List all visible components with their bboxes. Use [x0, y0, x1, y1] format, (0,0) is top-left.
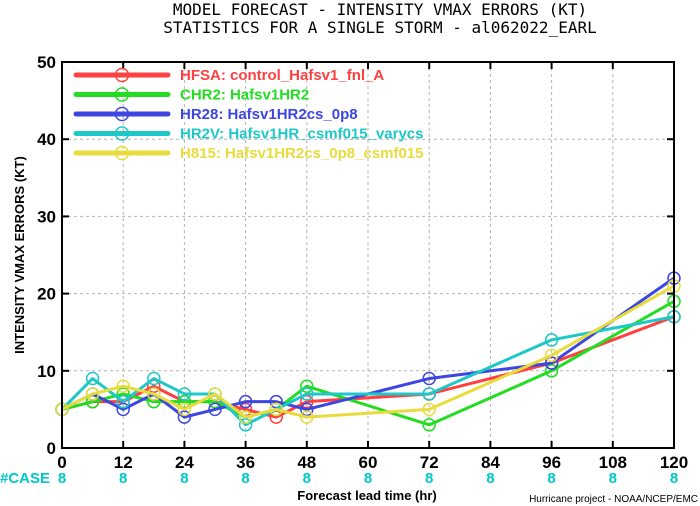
x-tick-label: 84	[481, 453, 500, 472]
y-tick-label: 30	[37, 207, 56, 226]
data-point	[147, 371, 161, 386]
series-line	[61, 284, 675, 419]
data-point	[269, 402, 283, 417]
y-tick-label: 40	[37, 130, 56, 149]
legend-label: HR2V: Hafsv1HR_csmf015_varycs	[180, 126, 424, 143]
legend-marker	[114, 126, 130, 141]
legend-item: CHR2: Hafsv1HR2	[73, 87, 309, 104]
data-point	[300, 402, 314, 417]
x-tick-label: 48	[297, 453, 316, 472]
legend-marker	[114, 145, 130, 161]
data-point	[422, 371, 436, 386]
data-point	[116, 379, 130, 393]
legend-item: H815: Hafsv1HR2cs_0p8_csmf015	[73, 145, 424, 162]
data-point	[238, 410, 253, 424]
case-count: 8	[547, 470, 555, 487]
data-point	[422, 402, 436, 417]
gridlines	[62, 62, 674, 448]
legend-marker	[114, 67, 130, 83]
case-count: 8	[241, 470, 249, 487]
data-point	[300, 379, 314, 393]
axis-ticks: 0 12 24 36 48 60 72 84 96 108 120 0 10 20 30 40 50	[37, 53, 688, 472]
data-point	[300, 410, 314, 424]
legend-label: H815: Hafsv1HR2cs_0p8_csmf015	[180, 145, 424, 162]
data-point	[300, 387, 314, 401]
case-count: 8	[670, 470, 678, 487]
case-count: 8	[425, 470, 433, 487]
x-tick-label: 12	[114, 453, 133, 472]
chart-title: MODEL FORECAST - INTENSITY VMAX ERRORS (…	[173, 0, 587, 19]
data-point	[422, 418, 436, 432]
y-tick-label: 0	[47, 439, 56, 458]
data-point	[269, 410, 283, 424]
credit-text: Hurricane project - NOAA/NCEP/EMC	[529, 494, 698, 505]
case-count: 8	[486, 470, 494, 487]
x-tick-label: 96	[542, 453, 561, 472]
case-count: 8	[180, 470, 188, 487]
x-axis-label: Forecast lead time (hr)	[297, 488, 436, 503]
data-point	[238, 418, 253, 432]
data-point	[85, 387, 100, 401]
y-axis-label: INTENSITY VMAX ERRORS (KT)	[12, 156, 27, 354]
y-tick-label: 20	[37, 285, 56, 304]
data-point	[269, 394, 283, 409]
x-tick-label: 120	[660, 453, 688, 472]
case-count: 8	[609, 470, 617, 487]
case-count: 8	[119, 470, 127, 487]
legend-marker	[114, 106, 130, 122]
x-tick-label: 60	[359, 453, 378, 472]
data-point	[544, 364, 559, 378]
data-point	[544, 356, 559, 370]
x-tick-label: 72	[420, 453, 439, 472]
case-counts: 8 8 8 8 8 8 8 8 8 8 8	[58, 470, 678, 487]
x-tick-label: 108	[599, 453, 627, 472]
y-tick-label: 10	[37, 362, 56, 381]
data-point	[300, 394, 314, 409]
case-count: 8	[58, 470, 66, 487]
data-point	[177, 410, 192, 424]
x-tick-label: 0	[57, 453, 66, 472]
legend-label: CHR2: Hafsv1HR2	[180, 87, 309, 104]
data-point	[116, 394, 130, 409]
y-tick-label: 50	[37, 53, 56, 72]
data-point	[422, 387, 436, 401]
case-label: #CASE	[0, 470, 50, 487]
data-point	[85, 394, 100, 409]
legend-item: HR28: Hafsv1HR2cs_0p8	[73, 106, 358, 123]
data-point	[208, 387, 222, 401]
legend-item: HR2V: Hafsv1HR_csmf015_varycs	[73, 126, 424, 143]
data-point	[177, 394, 192, 409]
legend-label: HFSA: control_Hafsv1_fnl_A	[180, 67, 384, 84]
data-point	[544, 348, 559, 363]
legend-label: HR28: Hafsv1HR2cs_0p8	[180, 106, 358, 123]
data-point	[85, 371, 100, 386]
data-point	[177, 387, 192, 401]
data-point	[544, 333, 559, 347]
case-count: 8	[364, 470, 372, 487]
legend-marker	[114, 87, 130, 102]
case-count: 8	[303, 470, 311, 487]
data-point	[147, 387, 161, 401]
legend: HFSA: control_Hafsv1_fnl_A CHR2: Hafsv1HR…	[73, 67, 424, 162]
data-point	[238, 394, 253, 409]
chart-subtitle: STATISTICS FOR A SINGLE STORM - al062022…	[163, 18, 596, 37]
data-point	[208, 402, 222, 417]
data-point	[177, 402, 192, 417]
x-tick-label: 36	[236, 453, 255, 472]
data-point	[116, 402, 130, 417]
legend-item: HFSA: control_Hafsv1_fnl_A	[73, 67, 384, 84]
x-tick-label: 24	[175, 453, 194, 472]
